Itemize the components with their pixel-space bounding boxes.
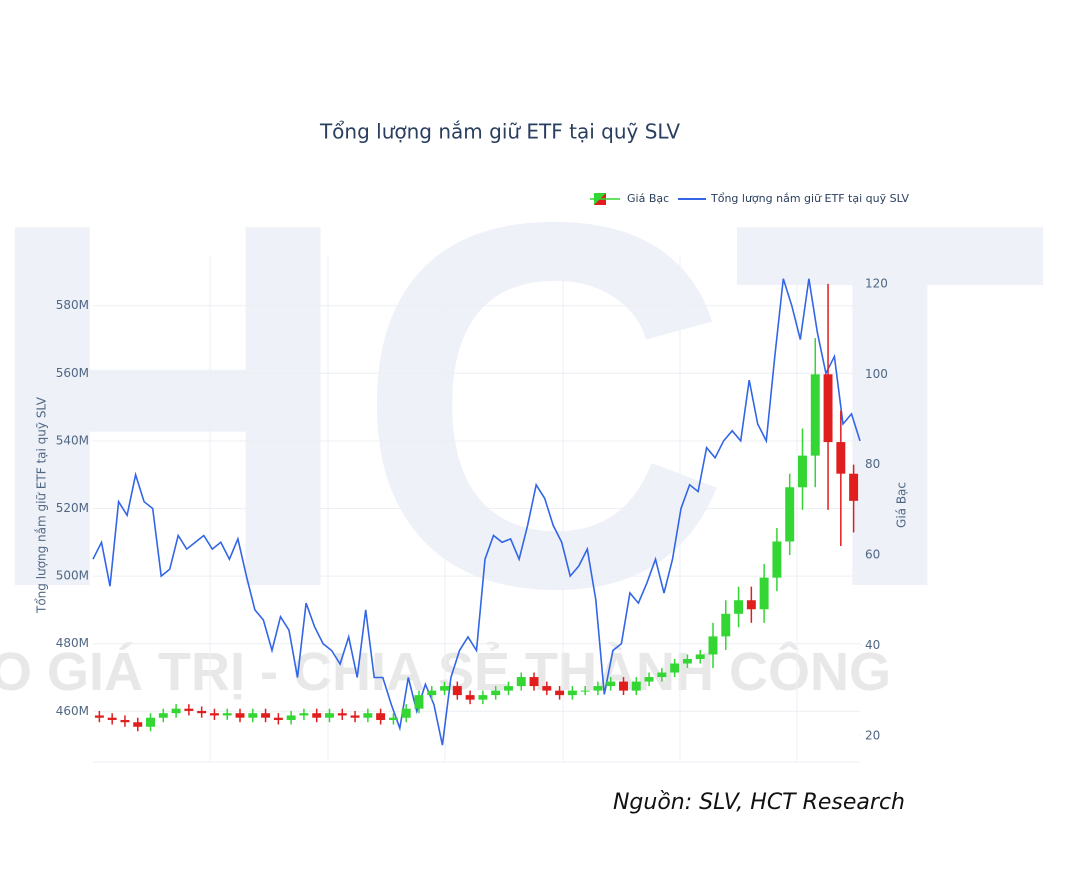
- y-tick-label: 480M: [56, 636, 89, 650]
- candle-body: [350, 715, 360, 718]
- candle-body: [542, 686, 552, 691]
- candle-body: [235, 713, 245, 718]
- y2-tick-label: 80: [865, 457, 880, 471]
- candle-body: [312, 713, 322, 718]
- candle-body: [491, 690, 501, 696]
- candle-body: [631, 681, 641, 691]
- y2-tick-label: 40: [865, 638, 880, 652]
- y-axis-title: Tổng lượng nắm giữ ETF tại quỹ SLV: [35, 396, 49, 614]
- candle-body: [836, 442, 846, 474]
- candle-body: [452, 686, 462, 696]
- candle-body: [516, 677, 526, 687]
- candle-body: [184, 708, 194, 711]
- candle-body: [567, 690, 577, 696]
- candle-body: [222, 713, 232, 716]
- y-tick-label: 580M: [56, 298, 89, 312]
- candle-body: [120, 719, 130, 723]
- candle-body: [657, 672, 667, 678]
- candle-body: [721, 613, 731, 637]
- candle-body: [401, 708, 411, 718]
- candle-body: [823, 374, 833, 443]
- candle-body: [376, 713, 386, 720]
- candle-body: [759, 577, 769, 610]
- candle-body: [158, 713, 168, 718]
- candle-body: [337, 713, 347, 716]
- y-tick-label: 460M: [56, 704, 89, 718]
- candle-body: [606, 681, 616, 687]
- candle-body: [503, 686, 513, 691]
- candle-body: [171, 708, 181, 714]
- y2-tick-label: 100: [865, 367, 888, 381]
- y-tick-label: 520M: [56, 501, 89, 515]
- watermark-layer: HCT O GIÁ TRỊ - CHIA SẺ THÀNH CÔNG: [0, 115, 1049, 702]
- candle-body: [465, 695, 475, 700]
- watermark: HCT: [0, 115, 1049, 696]
- candle-body: [414, 695, 424, 709]
- y2-axis-title: Giá Bạc: [895, 482, 909, 528]
- candle-body: [363, 713, 373, 718]
- candle-body: [849, 473, 859, 501]
- candle-body: [644, 677, 654, 682]
- chart-title: Tổng lượng nắm giữ ETF tại quỹ SLV: [319, 120, 680, 144]
- candle-body: [695, 654, 705, 659]
- candle-body: [708, 636, 718, 655]
- candle-body: [734, 600, 744, 614]
- line-series: [92, 278, 861, 746]
- candle-body: [273, 717, 283, 720]
- candle-body: [107, 717, 117, 720]
- candle-body: [810, 374, 820, 456]
- candle-body: [682, 658, 692, 664]
- candle-body: [772, 541, 782, 578]
- candle-body: [261, 713, 271, 718]
- candle-body: [427, 690, 437, 696]
- candle-body: [94, 715, 104, 718]
- legend-label: Tổng lượng nắm giữ ETF tại quỹ SLV: [710, 192, 910, 205]
- candle-body: [529, 677, 539, 687]
- candle-body: [197, 710, 207, 714]
- y2-tick-label: 120: [865, 276, 888, 290]
- candle-body: [580, 690, 590, 692]
- y-tick-label: 540M: [56, 433, 89, 447]
- source-note: Nguồn: SLV, HCT Research: [613, 790, 905, 815]
- candle-body: [146, 717, 155, 727]
- y2-tick-label: 20: [865, 728, 880, 742]
- candle-body: [133, 722, 143, 727]
- candle-body: [478, 695, 488, 700]
- legend-label: Giá Bạc: [627, 192, 669, 205]
- candle-body: [299, 713, 309, 716]
- candle-body: [670, 663, 680, 673]
- candle-body: [209, 713, 219, 716]
- candle-body: [555, 690, 565, 696]
- candle-body: [746, 600, 756, 610]
- candle-body: [325, 713, 334, 718]
- y2-tick-label: 60: [865, 548, 880, 562]
- y-tick-label: 500M: [56, 569, 89, 583]
- y-tick-label: 560M: [56, 366, 89, 380]
- candle-body: [619, 681, 628, 691]
- candle-body: [248, 713, 258, 718]
- candle-body: [286, 715, 296, 720]
- candle-body: [785, 487, 795, 542]
- candle-body: [593, 686, 603, 691]
- candle-body: [388, 717, 398, 720]
- candle-body: [440, 686, 450, 691]
- candle-body: [798, 455, 807, 488]
